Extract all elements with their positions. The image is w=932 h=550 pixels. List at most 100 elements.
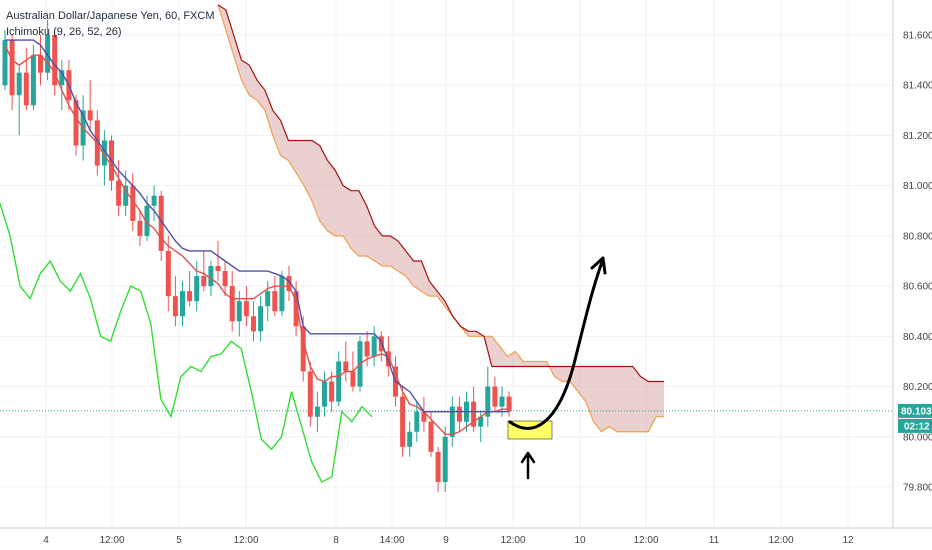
leading-span-b-line [217,4,664,383]
candle-body [222,271,228,287]
candle-body [471,401,477,427]
candle-body [236,301,242,322]
time-tick-label: 9 [443,535,449,546]
candle-body [251,316,256,332]
time-tick-label: 12:00 [500,535,525,546]
price-tick-label: 79.800 [903,483,932,494]
candle-body [336,361,342,402]
candle-body [258,306,264,332]
leading-span-a-line [217,4,664,433]
candle-body [2,40,8,86]
time-tick-label: 12 [842,535,854,546]
candle-body [279,276,285,312]
candle-body [378,336,384,352]
candle-body [414,411,420,432]
candle-body [130,185,136,221]
candle-body [172,296,178,317]
candle-body [45,35,51,73]
base-line [5,39,510,413]
candle-body [350,371,356,387]
price-tick-label: 80.200 [903,382,932,393]
time-tick-label: 12:00 [768,535,793,546]
candle-body [151,195,157,206]
time-tick-label: 10 [574,535,586,546]
candle-body [38,55,43,73]
candle-body [23,72,29,106]
candle-body [201,276,207,287]
candle-body [116,180,122,206]
price-tick-label: 81.600 [903,31,932,42]
candle-body [16,72,22,96]
candle-body [421,411,427,422]
candle-body [506,396,512,412]
candle-body [456,406,462,422]
candle-body [343,361,349,372]
time-tick-label: 5 [176,535,182,546]
price-badge-value: 80.103 [901,406,932,417]
candle-body [407,431,413,447]
price-tick-label: 80.800 [903,231,932,242]
candle-body [371,336,377,357]
candle-body [73,100,79,146]
candle-body [137,220,143,236]
candle-body [499,396,505,407]
price-axis[interactable]: 81.600 81.400 81.200 81.000 80.800 80.600 80.4… [892,0,932,528]
candle-body [208,266,214,287]
candle-body [272,291,278,312]
candle-body [187,291,193,302]
candle-body [286,276,292,292]
up-arrow-head [520,451,536,464]
indicator-lines [0,39,893,483]
candle-body [435,451,441,482]
grid-lines [0,0,893,528]
price-tick-label: 80.600 [903,282,932,293]
projection-arrow-head [590,256,607,275]
symbol-title[interactable]: Australian Dollar/Japanese Yen, 60, FXCM [6,10,215,22]
candle-body [385,351,391,367]
time-tick-label: 12:00 [99,535,124,546]
conversion-line [4,44,510,435]
price-tick-label: 81.200 [903,131,932,142]
candle-body [364,341,370,357]
indicator-label[interactable]: Ichimoku (9, 26, 52, 26) [6,26,122,38]
countdown-badge [898,418,932,433]
candle-body [492,386,498,407]
time-tick-label: 14:00 [379,535,404,546]
candle-body [144,205,150,236]
candle-body [158,195,164,251]
candle-body [52,35,58,86]
candle-body [215,266,221,272]
candle-body [307,371,313,417]
time-tick-label: 12:00 [633,535,658,546]
price-tick-label: 81.000 [903,181,932,192]
annotations [507,256,607,480]
candle-body [478,416,484,427]
candle-body [428,421,434,452]
candle-body [243,301,249,317]
price-badge [898,403,932,418]
candle-body [400,396,406,447]
candle-body [165,250,171,297]
time-tick-label: 12:00 [233,535,258,546]
candle-body [194,276,200,302]
candle-body [293,291,299,327]
lagging-span-line [0,203,373,483]
projection-arrow [508,260,604,430]
time-axis[interactable]: 4 12:00 5 12:00 8 14:00 9 12:00 10 12:00 11 12:00 12 [0,527,932,546]
candle-body [265,291,271,307]
candle-body [180,291,185,317]
candle-body [59,70,65,86]
chart-legend: Australian Dollar/Japanese Yen, 60, FXCM… [6,8,215,40]
countdown-value: 02:12 [904,421,930,432]
price-tick-label: 80.400 [903,332,932,343]
ichimoku-cloud [217,4,664,433]
candle-body [229,286,235,322]
time-tick-label: 8 [333,535,339,546]
candle-body [101,140,107,166]
time-tick-label: 4 [43,535,49,546]
candle-body [87,110,93,121]
candle-body [300,326,306,372]
candle-body [485,386,491,417]
